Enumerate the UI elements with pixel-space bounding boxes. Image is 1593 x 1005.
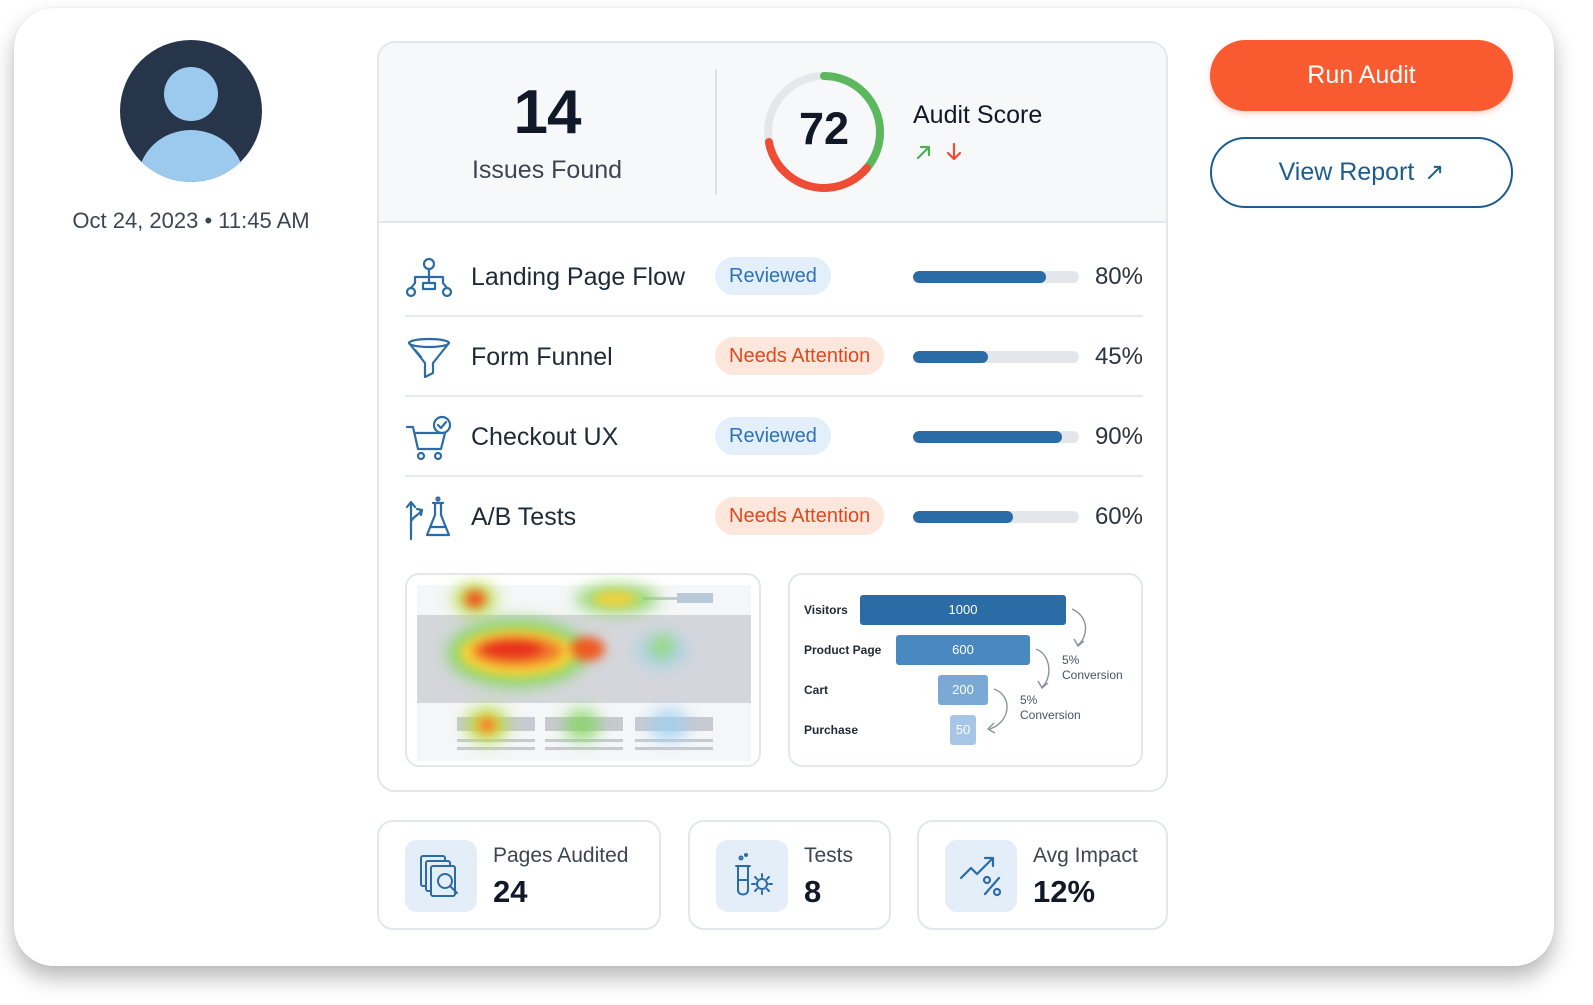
audit-item-landing-page-flow[interactable]: Landing Page Flow Reviewed 80% — [405, 237, 1143, 317]
stat-avg-impact: Avg Impact 12% — [917, 820, 1168, 930]
progress-percent: 45% — [1094, 343, 1143, 370]
audit-item-name: Landing Page Flow — [471, 263, 686, 291]
status-badge: Needs Attention — [715, 337, 885, 375]
funnel-stage-label: Visitors — [804, 603, 848, 617]
funnel-bar: 200 — [938, 675, 988, 705]
audit-timestamp: Oct 24, 2023 • 11:45 AM — [72, 208, 310, 233]
pages-search-icon — [405, 840, 477, 912]
progress-fill — [913, 271, 1046, 283]
status-badge: Needs Attention — [715, 497, 885, 535]
trend-up-icon — [916, 145, 931, 160]
progress-bar — [913, 351, 1079, 363]
flask-icon — [405, 496, 451, 541]
funnel-bar: 1000 — [860, 595, 1066, 625]
heatmap-image — [417, 583, 751, 761]
audit-item-name: Form Funnel — [471, 343, 613, 371]
trend-down-icon — [946, 142, 962, 161]
funnel-bar: 600 — [896, 635, 1030, 665]
stat-value: 8 — [804, 874, 822, 909]
progress-fill — [913, 351, 988, 363]
funnel-stage-label: Cart — [804, 683, 829, 697]
progress-percent: 80% — [1094, 263, 1143, 290]
audit-item-form-funnel[interactable]: Form Funnel Needs Attention 45% — [405, 317, 1143, 397]
conversion-note: 5% Conversion — [1062, 653, 1123, 682]
funnel-icon — [407, 337, 451, 379]
gauge-bad-arc — [764, 72, 884, 192]
progress-bar — [913, 271, 1079, 283]
progress-fill — [913, 511, 1013, 523]
avatar-body — [138, 130, 244, 182]
status-badge: Reviewed — [715, 257, 831, 295]
audit-item-name: Checkout UX — [471, 423, 619, 451]
audit-panel: 14 Issues Found 72 Audit Score — [377, 41, 1168, 792]
view-report-label: View Report — [1278, 158, 1415, 186]
avatar-head — [164, 67, 218, 121]
progress-bar — [913, 431, 1079, 443]
stat-value: 24 — [493, 874, 528, 909]
funnel-connectors — [986, 608, 1087, 734]
stat-pages-audited: Pages Audited 24 — [377, 820, 661, 930]
stat-label: Tests — [804, 844, 854, 867]
audit-items-list: Landing Page Flow Reviewed 80% Form Funn… — [405, 237, 1143, 557]
audit-item-ab-tests[interactable]: A/B Tests Needs Attention 60% — [405, 477, 1143, 557]
heatmap-preview[interactable] — [405, 573, 761, 767]
audit-score-value: 72 — [798, 103, 850, 154]
funnel-stage-label: Product Page — [804, 643, 882, 657]
issues-label: Issues Found — [471, 156, 623, 184]
progress-bar — [913, 511, 1079, 523]
funnel-bar: 50 — [950, 715, 976, 745]
stat-label: Pages Audited — [493, 844, 629, 867]
audit-score-gauge — [764, 72, 884, 192]
stat-tests: Tests 8 — [688, 820, 891, 930]
cart-check-icon — [405, 415, 452, 461]
gauge-good-arc — [764, 72, 884, 192]
progress-fill — [913, 431, 1063, 443]
funnel-stage-label: Purchase — [804, 723, 859, 737]
audit-item-checkout-ux[interactable]: Checkout UX Reviewed 90% — [405, 397, 1143, 477]
conversion-note: 5% Conversion — [1020, 693, 1081, 722]
test-tube-gear-icon — [716, 840, 788, 912]
stat-label: Avg Impact — [1033, 844, 1138, 867]
trend-percent-icon — [945, 840, 1017, 912]
status-badge: Reviewed — [715, 417, 831, 455]
issues-count: 14 — [513, 78, 582, 147]
stat-value: 12% — [1033, 874, 1096, 909]
audit-score-label: Audit Score — [913, 101, 1043, 129]
audit-summary: 14 Issues Found 72 Audit Score — [379, 43, 1166, 223]
run-audit-button[interactable]: Run Audit — [1210, 40, 1513, 111]
avatar[interactable] — [120, 40, 262, 182]
progress-percent: 60% — [1094, 503, 1143, 530]
flow-icon — [405, 257, 453, 298]
audit-item-name: A/B Tests — [471, 503, 577, 531]
external-link-icon: ↗ — [1424, 159, 1445, 186]
view-report-button[interactable]: View Report ↗ — [1210, 137, 1513, 208]
progress-percent: 90% — [1094, 423, 1143, 450]
conversion-funnel[interactable]: Visitors Product Page Cart Purchase 1000… — [788, 573, 1143, 767]
summary-divider — [715, 69, 717, 195]
